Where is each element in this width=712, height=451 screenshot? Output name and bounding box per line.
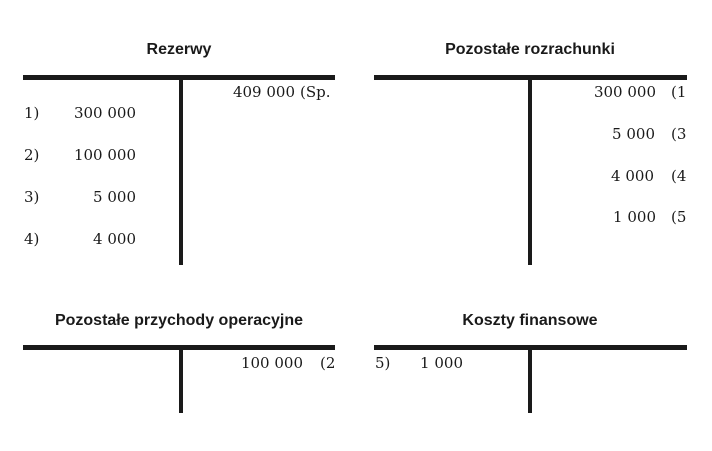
entry-amount: 300 000	[593, 83, 656, 101]
account-title: Koszty finansowe	[462, 312, 598, 329]
entry-amount: 4 000	[93, 230, 136, 248]
entry-amount: 5 000	[93, 188, 136, 206]
entry-amount: 409 000	[232, 83, 295, 101]
entry-ref: 4)	[24, 230, 40, 248]
entry-amount: 100 000	[240, 354, 303, 372]
t-account-vertical-rule	[528, 75, 532, 265]
t-account-vertical-rule	[179, 75, 183, 265]
entry-ref: (2	[320, 354, 336, 372]
entry-amount: 1 000	[613, 208, 656, 226]
entry-ref: 2)	[24, 146, 40, 164]
entry-ref: 1)	[24, 104, 40, 122]
entry-amount: 100 000	[73, 146, 136, 164]
entry-amount: 1 000	[420, 354, 463, 372]
account-title: Pozostałe rozrachunki	[445, 41, 615, 58]
entry-ref: (5	[671, 208, 687, 226]
entry-amount: 300 000	[73, 104, 136, 122]
account-title: Rezerwy	[146, 41, 212, 58]
account-title: Pozostałe przychody operacyjne	[54, 312, 304, 329]
entry-amount: 4 000	[611, 167, 654, 185]
entry-ref: (Sp.	[300, 83, 331, 101]
entry-amount: 5 000	[612, 125, 655, 143]
t-account-vertical-rule	[179, 345, 183, 413]
entry-ref: (1	[671, 83, 687, 101]
entry-ref: (3	[671, 125, 687, 143]
entry-ref: 3)	[24, 188, 40, 206]
entry-ref: 5)	[375, 354, 391, 372]
t-account-vertical-rule	[528, 345, 532, 413]
entry-ref: (4	[671, 167, 687, 185]
